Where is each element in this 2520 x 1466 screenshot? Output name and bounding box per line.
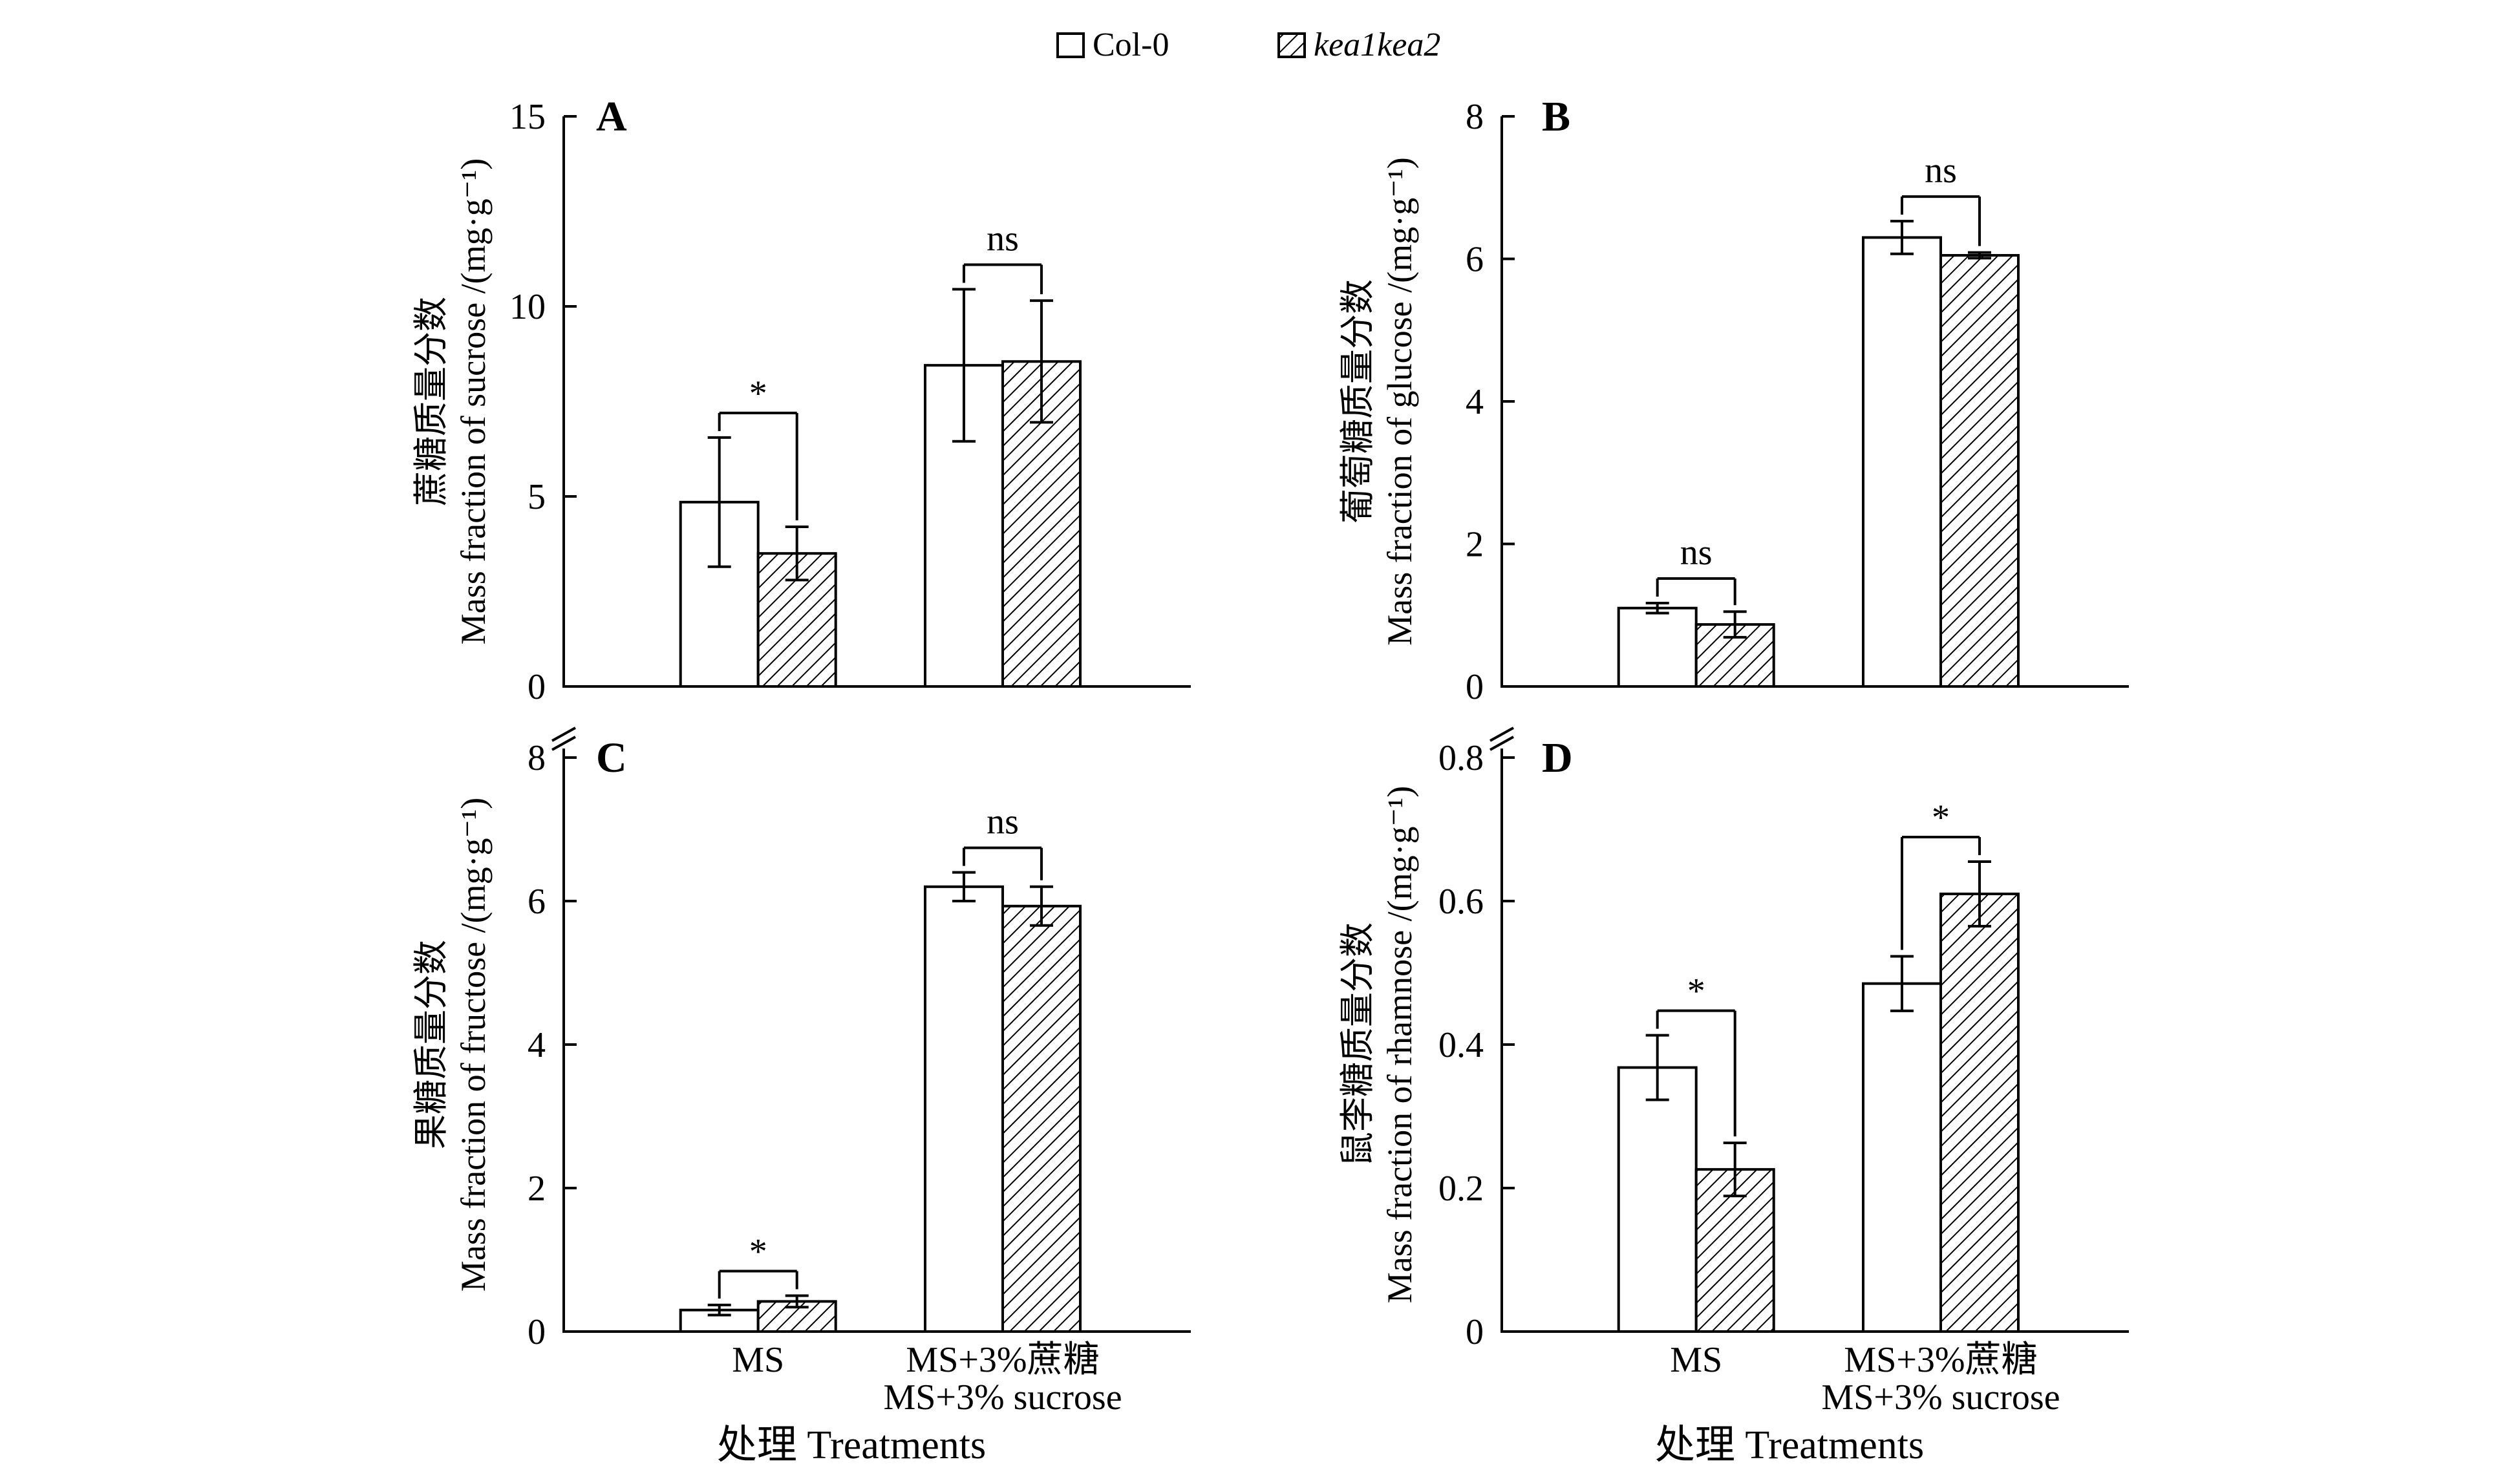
panel-d-sig-label: * <box>1687 972 1705 1012</box>
panel-a-sig-label: ns <box>987 219 1019 259</box>
legend-label-kea1kea2: kea1kea2 <box>1314 27 1440 63</box>
panel-d-category-label: MS+3% sucrose <box>1821 1377 2060 1418</box>
panel-a: 0 5 10 15 A 蔗糖质量分数 Mass fraction of sucrose /(… <box>412 93 1191 707</box>
panel-c-category-label: MS+3% sucrose <box>883 1377 1122 1418</box>
panel-a-ytick-label: 5 <box>528 477 546 517</box>
panel-b-ytick-label: 4 <box>1466 382 1484 422</box>
panel-c-ytick-label: 6 <box>528 882 546 922</box>
panel-d-category-label: MS <box>1670 1340 1722 1380</box>
legend-label-col0: Col-0 <box>1093 27 1169 63</box>
panel-d: 0 0.2 0.4 0.6 0.8 D 鼠李糖质量分数 Mass fraction of rh… <box>1338 727 2129 1466</box>
legend: Col-0 kea1kea2 <box>1056 27 1440 63</box>
panel-a-sig-label: * <box>749 374 767 414</box>
panel-d-axis-break-1 <box>1490 727 1514 742</box>
panel-a-ylabel-cn: 蔗糖质量分数 <box>412 297 451 506</box>
panel-b-bar-col0 <box>1617 606 1698 688</box>
panel-b-ytick-label: 8 <box>1466 97 1484 137</box>
panel-d-xlabel: 处理 Treatments <box>1655 1423 1924 1466</box>
panel-c-axis-break-1 <box>551 727 576 742</box>
panel-d-ylabel-cn: 鼠李糖质量分数 <box>1338 922 1377 1167</box>
panel-d-bar-kea1kea2 <box>1939 892 2020 1333</box>
panel-d-ytick-label: 0.6 <box>1438 882 1484 922</box>
panel-c-xlabel: 处理 Treatments <box>717 1423 986 1466</box>
legend-swatch-col0 <box>1056 32 1085 58</box>
panel-b-ylabel-en: Mass fraction of glucose /(mg·g⁻¹) <box>1380 157 1419 646</box>
panel-a-letter: A <box>596 93 627 140</box>
panel-d-ytick-label: 0.2 <box>1438 1169 1484 1209</box>
panel-c-ytick-label: 2 <box>528 1169 546 1209</box>
panel-d-ytick-label: 0 <box>1466 1312 1484 1352</box>
charts: 0 5 10 15 A 蔗糖质量分数 Mass fraction of sucrose /(… <box>412 93 2129 1466</box>
panel-a-ylabel-en: Mass fraction of sucrose /(mg·g⁻¹) <box>454 158 493 645</box>
panel-d-category-label: MS+3%蔗糖 <box>1844 1340 2037 1380</box>
panel-c-ylabel-en: Mass fraction of fructose /(mg·g⁻¹) <box>454 798 493 1291</box>
panel-d-ytick-label: 0.8 <box>1438 738 1484 778</box>
panel-c-sig-label: ns <box>987 802 1019 842</box>
panel-b-ytick-label: 2 <box>1466 525 1484 565</box>
panel-a-ytick-label: 10 <box>509 287 546 327</box>
panel-d-axis-break-2 <box>1490 736 1514 751</box>
panel-b-ylabel-cn: 葡萄糖质量分数 <box>1338 279 1377 524</box>
panel-d-bar-col0 <box>1617 1066 1698 1333</box>
panel-c-ytick-label: 4 <box>528 1025 546 1065</box>
panel-b-sig-label: ns <box>1680 533 1713 573</box>
panel-c-category-label: MS+3%蔗糖 <box>906 1340 1099 1380</box>
panel-d-ytick-label: 0.4 <box>1438 1025 1484 1065</box>
panel-b: 0 2 4 6 8 B 葡萄糖质量分数 Mass fraction of glucose /(… <box>1338 93 2129 707</box>
panel-d-sig-label: * <box>1932 798 1950 838</box>
panel-c-sig-label: * <box>749 1232 767 1272</box>
panel-c-bar-col0 <box>924 885 1004 1333</box>
panel-d-bar-col0 <box>1862 982 1942 1333</box>
panel-c-ytick-label: 0 <box>528 1312 546 1352</box>
panel-b-sig-label: ns <box>1925 151 1957 191</box>
legend-swatch-kea1kea2 <box>1277 32 1306 58</box>
panel-b-bar-col0 <box>1862 236 1942 688</box>
panel-b-bar-kea1kea2 <box>1939 253 2020 688</box>
panel-c-category-label: MS <box>732 1340 784 1380</box>
panel-a-ytick-label: 15 <box>509 97 546 137</box>
panel-b-letter: B <box>1542 93 1570 140</box>
panel-d-ylabel-en: Mass fraction of rhamnose /(mg·g⁻¹) <box>1380 786 1419 1303</box>
panel-c-ytick-label: 8 <box>528 738 546 778</box>
panel-c: 0 2 4 6 8 C 果糖质量分数 Mass fraction of fructose /(… <box>412 727 1191 1466</box>
panel-d-letter: D <box>1542 734 1573 781</box>
panel-b-ytick-label: 6 <box>1466 240 1484 280</box>
panel-a-ytick-label: 0 <box>528 667 546 707</box>
panel-c-letter: C <box>596 734 627 781</box>
panel-c-ylabel-cn: 果糖质量分数 <box>412 940 451 1149</box>
panel-c-axis-break-2 <box>551 736 576 751</box>
panel-c-bar-kea1kea2 <box>1001 904 1082 1333</box>
panel-b-ytick-label: 0 <box>1466 667 1484 707</box>
